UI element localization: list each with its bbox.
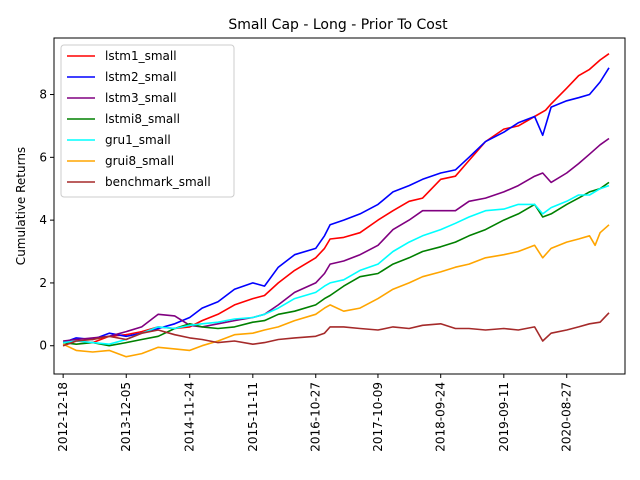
series-layer [62, 53, 610, 358]
y-axis-label: Cumulative Returns [14, 147, 28, 265]
y-tick-label: 4 [39, 213, 47, 227]
x-tick-label: 2016-10-27 [309, 382, 323, 452]
legend-label: lstmi8_small [105, 112, 180, 126]
legend-label: lstm3_small [105, 91, 177, 105]
legend-label: gru1_small [105, 133, 171, 147]
legend-label: benchmark_small [105, 175, 211, 189]
legend: lstm1_small lstm2_small lstm3_small lstmi8_… [60, 44, 235, 198]
legend-box [60, 44, 235, 198]
x-tick-label: 2012-12-18 [56, 382, 70, 452]
x-tick-label: 2018-09-24 [434, 382, 448, 452]
series-line-grui8_small [62, 224, 610, 358]
x-axis: 2012-12-18 2013-12-05 2014-11-24 2015-11-11… [56, 374, 574, 452]
y-tick-label: 8 [39, 88, 47, 102]
y-tick-label: 0 [39, 339, 47, 353]
chart-title: Small Cap - Long - Prior To Cost [228, 17, 448, 33]
legend-label: lstm1_small [105, 49, 177, 63]
series-line-lstm3_small [63, 137, 610, 342]
series-line-lstmi8_small [63, 181, 610, 347]
x-tick-label: 2013-12-05 [119, 382, 133, 452]
x-tick-label: 2020-08-27 [560, 382, 574, 452]
x-tick-label: 2014-11-24 [183, 382, 197, 452]
x-tick-label: 2015-11-11 [246, 382, 260, 452]
legend-label: lstm2_small [105, 70, 177, 84]
x-tick-label: 2017-10-09 [371, 382, 385, 452]
y-tick-label: 2 [39, 276, 47, 290]
y-tick-label: 6 [39, 150, 47, 164]
plot-frame [53, 37, 626, 375]
series-line-gru1_small [63, 184, 610, 345]
legend-label: grui8_small [105, 154, 174, 168]
series-line-benchmark_small [62, 312, 610, 347]
x-tick-label: 2019-09-11 [497, 382, 511, 452]
y-axis: 0 2 4 6 8 [39, 88, 54, 353]
